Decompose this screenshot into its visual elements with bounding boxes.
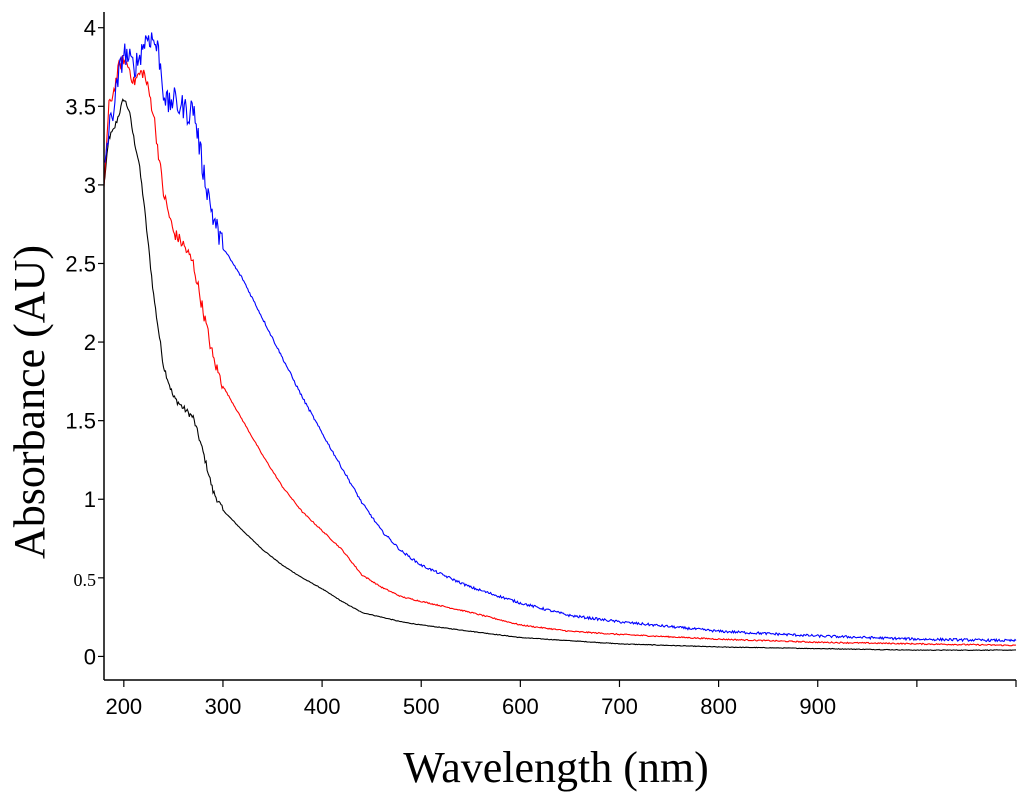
- x-tick-label: 300: [205, 694, 242, 719]
- y-tick-label: 1: [84, 487, 96, 512]
- x-tick-label: 500: [403, 694, 440, 719]
- x-axis-title: Wavelength (nm): [403, 743, 709, 792]
- y-tick-label: 4: [84, 16, 96, 41]
- y-tick-label: 3.5: [65, 94, 96, 119]
- y-tick-label: 2.5: [65, 251, 96, 276]
- y-tick-label: 2: [84, 330, 96, 355]
- series-line-black: [103, 98, 1016, 651]
- x-tick-label: 700: [601, 694, 638, 719]
- x-tick-label: 400: [304, 694, 341, 719]
- y-tick-label: 0: [84, 644, 96, 669]
- series-line-blue: [103, 32, 1017, 643]
- x-tick-label: 600: [502, 694, 539, 719]
- x-axis: 200 300 400 500 600 700 800 900: [104, 679, 1017, 719]
- series-line-red: [103, 55, 1017, 647]
- y-tick-label: 1.5: [65, 409, 96, 434]
- plot-area: [103, 32, 1017, 651]
- y-tick-label: 3: [84, 173, 96, 198]
- y-axis-title: Absorbance (AU): [5, 245, 54, 559]
- x-tick-label: 900: [799, 694, 836, 719]
- y-tick-label: 0.5: [74, 570, 97, 590]
- x-tick-label: 200: [105, 694, 142, 719]
- y-axis: 0 0.5 1 1.5 2 2.5 3 3.5 4: [65, 12, 105, 680]
- x-tick-label: 800: [700, 694, 737, 719]
